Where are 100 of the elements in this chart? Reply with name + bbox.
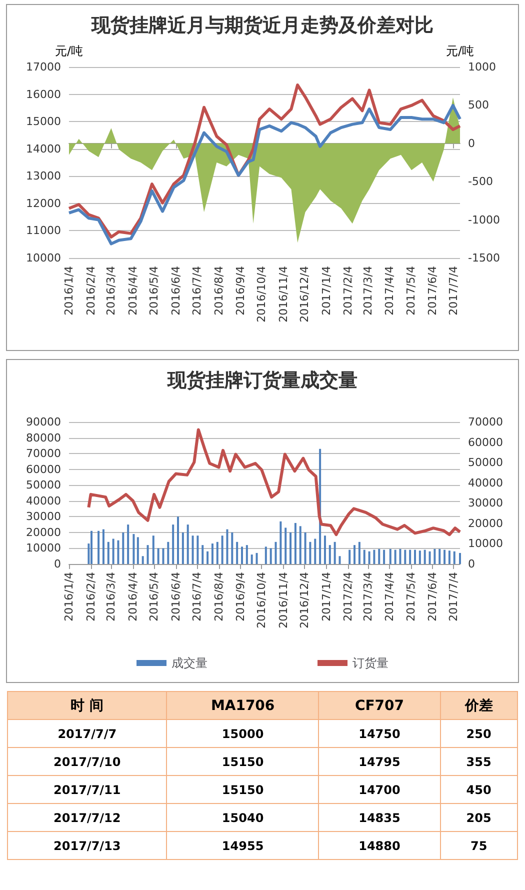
bar	[389, 549, 392, 564]
y2-tick-label: 10000	[468, 537, 503, 550]
bar	[102, 529, 104, 564]
data-label: 15150	[166, 748, 319, 776]
y2-tick-label: 0	[468, 558, 475, 570]
bar	[284, 528, 287, 564]
bar	[294, 522, 296, 564]
bar	[196, 536, 199, 564]
bar	[162, 548, 164, 564]
bar	[378, 549, 380, 564]
y-tick-label: 10000	[26, 252, 61, 264]
x-tick-label: 2016/9/4	[234, 266, 248, 316]
x-tick-label: 2016/3/4	[104, 266, 118, 316]
data-label: 15150	[166, 776, 319, 804]
bar	[221, 536, 224, 564]
y-tick-label: 11000	[26, 224, 61, 238]
y-axis-title: 元/吨	[54, 44, 84, 58]
text: CF707	[318, 692, 440, 720]
bar	[299, 526, 302, 564]
y2-tick-label: 0	[468, 136, 475, 150]
bar	[186, 524, 189, 564]
y-tick-label: 30000	[26, 510, 61, 524]
x-tick-label: 2016/1/4	[62, 266, 76, 316]
x-tick-label: 2016/4/4	[126, 266, 140, 316]
bar	[117, 540, 120, 564]
data-label: 355	[440, 748, 518, 776]
bar	[448, 550, 450, 564]
x-tick-label: 2016/2/4	[84, 266, 98, 316]
y-tick-label: 14000	[26, 142, 61, 156]
x-tick-label: 2016/9/4	[234, 572, 248, 622]
data-label: 14750	[318, 720, 440, 748]
bar	[90, 530, 93, 564]
y2-tick-label: 40000	[468, 476, 503, 490]
data-label: 15040	[166, 804, 319, 832]
data-label: 75	[440, 832, 518, 860]
bar	[246, 545, 248, 564]
bar	[142, 556, 144, 564]
bar	[418, 550, 421, 564]
x-tick-label: 2016/4/4	[126, 572, 140, 622]
y2-tick-label: 30000	[468, 496, 503, 510]
data-label: 450	[440, 776, 518, 804]
y2-tick-label: 60000	[468, 436, 503, 449]
bar	[358, 542, 360, 564]
x-tick-label: 2017/5/4	[404, 572, 418, 622]
bar	[152, 536, 154, 564]
x-tick-label: 2017/3/4	[361, 572, 374, 622]
bar	[434, 549, 436, 564]
y2-tick-label: 500	[468, 98, 489, 112]
y-tick-label: 60000	[26, 462, 61, 476]
bar	[453, 551, 456, 564]
x-tick-label: 2016/10/4	[255, 266, 268, 322]
y-tick-label: 80000	[26, 431, 61, 444]
y-tick-label: 15000	[26, 115, 61, 128]
y2-axis-title: 元/吨	[446, 44, 474, 58]
x-tick-label: 2016/7/4	[190, 266, 204, 316]
bar	[383, 550, 386, 564]
bar	[211, 543, 214, 564]
bar	[290, 532, 292, 564]
bar	[324, 536, 326, 564]
y-tick-label: 0	[54, 558, 61, 570]
bar	[399, 549, 402, 564]
bar	[414, 550, 416, 564]
x-tick-label: 2017/5/4	[404, 266, 418, 316]
legend-label: 成交量	[172, 656, 208, 670]
y-tick-label: 12000	[26, 196, 61, 210]
x-tick-label: 2016/12/4	[298, 572, 312, 628]
bar	[167, 542, 170, 564]
bar	[236, 542, 238, 564]
x-tick-label: 2017/7/4	[447, 266, 460, 316]
data-label: 14700	[318, 776, 440, 804]
text: 时 间	[8, 692, 167, 720]
bar	[438, 549, 441, 564]
data-label: 15000	[166, 720, 319, 748]
bar	[157, 548, 160, 564]
bar	[334, 542, 336, 564]
category-label: 2017/7/11	[8, 776, 167, 804]
bar	[240, 546, 243, 564]
x-tick-label: 2017/2/4	[342, 572, 355, 622]
y2-tick-label: 50000	[468, 456, 503, 470]
x-tick-label: 2016/3/4	[104, 572, 118, 622]
bar	[112, 538, 114, 564]
y-tick-label: 17000	[26, 60, 61, 74]
category-label: 2017/7/13	[8, 832, 167, 860]
bar	[172, 524, 174, 564]
bar	[136, 537, 139, 564]
bar	[368, 551, 370, 564]
text: 价差	[440, 692, 518, 720]
x-tick-label: 2016/2/4	[84, 572, 98, 622]
data-label: 14795	[318, 748, 440, 776]
x-tick-label: 2016/6/4	[169, 572, 182, 622]
category-label: 2017/7/12	[8, 804, 167, 832]
data-label: 14955	[166, 832, 319, 860]
y-tick-label: 13000	[26, 170, 61, 183]
bar	[428, 551, 431, 564]
x-tick-label: 2017/6/4	[426, 572, 440, 622]
bar	[182, 532, 184, 564]
x-tick-label: 2017/6/4	[426, 266, 440, 316]
bar	[206, 551, 209, 564]
y2-tick-label: -1500	[468, 252, 500, 264]
bar	[409, 550, 412, 564]
